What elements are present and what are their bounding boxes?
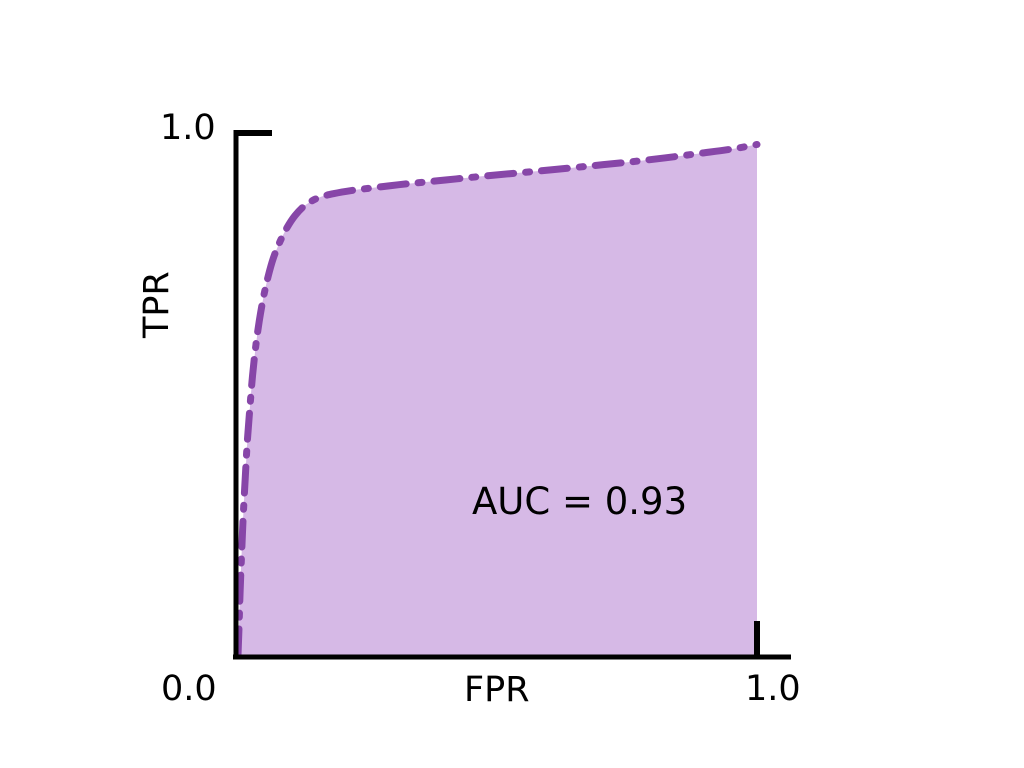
x-axis-title: FPR bbox=[464, 670, 530, 710]
auc-annotation: AUC = 0.93 bbox=[472, 480, 688, 523]
roc-area-fill bbox=[238, 144, 757, 656]
y-axis-title: TPR bbox=[137, 271, 177, 338]
x-axis-tick-label-left: 0.0 bbox=[161, 669, 217, 709]
roc-curve-line bbox=[234, 140, 761, 659]
y-axis-tick-label-top: 1.0 bbox=[160, 108, 216, 148]
x-axis-tick-label-right: 1.0 bbox=[745, 669, 801, 709]
